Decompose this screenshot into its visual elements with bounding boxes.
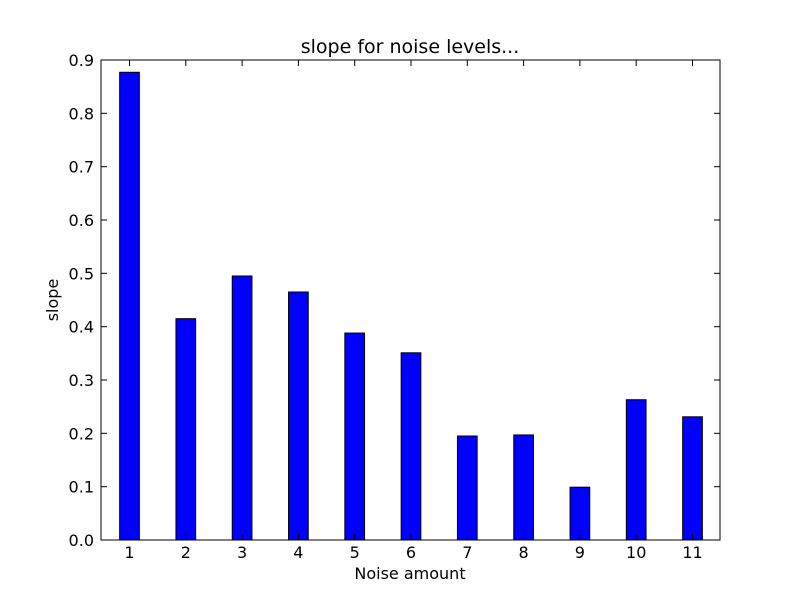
chart-title: slope for noise levels...: [301, 36, 520, 58]
y-tick-label-0.5: 0.5: [69, 264, 94, 283]
x-tick-label-7: 7: [462, 543, 472, 562]
x-tick-label-4: 4: [293, 543, 303, 562]
y-tick-label-0.8: 0.8: [69, 104, 94, 123]
bar-1: [119, 71, 140, 541]
x-axis-ticks: 1 2 3 4 5 6 7 8 9 10 11: [124, 60, 703, 562]
y-axis-ticks: 0.0 0.1 0.2 0.3 0.4 0.5 0.6 0.7 0.8 0.9: [69, 51, 720, 550]
y-tick-label-0.6: 0.6: [69, 211, 94, 230]
bar-2: [175, 318, 197, 541]
x-tick-label-3: 3: [237, 543, 247, 562]
x-tick-label-2: 2: [181, 543, 191, 562]
y-tick-label-0.3: 0.3: [69, 371, 94, 390]
x-tick-label-6: 6: [406, 543, 416, 562]
bar-6: [400, 352, 422, 541]
bar-5: [344, 332, 366, 541]
y-tick-label-0.2: 0.2: [69, 424, 94, 443]
y-tick-label-0.1: 0.1: [69, 478, 94, 497]
y-axis-title: slope: [43, 279, 62, 322]
bar-4: [288, 291, 309, 541]
bar-9: [569, 486, 591, 541]
x-tick-label-9: 9: [575, 543, 585, 562]
y-tick-label-0.9: 0.9: [69, 51, 94, 70]
x-tick-label-10: 10: [626, 543, 646, 562]
x-tick-label-5: 5: [350, 543, 360, 562]
x-axis-title: Noise amount: [354, 564, 465, 583]
bar-8: [513, 434, 534, 541]
bar-3: [231, 275, 253, 541]
bar-7: [456, 435, 478, 541]
y-tick-label-0.7: 0.7: [69, 158, 94, 177]
x-tick-label-11: 11: [682, 543, 702, 562]
plot-frame: [100, 59, 721, 541]
bar-11: [682, 416, 703, 541]
bar-10: [625, 399, 647, 541]
x-tick-label-1: 1: [124, 543, 134, 562]
y-tick-label-0.0: 0.0: [69, 531, 94, 550]
x-tick-label-8: 8: [519, 543, 529, 562]
bars-group: [119, 71, 703, 541]
y-tick-label-0.4: 0.4: [69, 318, 94, 337]
